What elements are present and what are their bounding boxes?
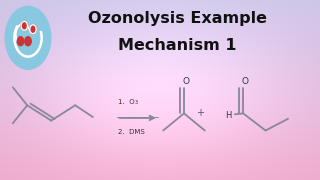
Text: H: H (226, 111, 232, 120)
Text: 2.  DMS: 2. DMS (118, 129, 145, 135)
Text: O: O (241, 76, 248, 86)
Text: +: + (196, 108, 204, 118)
Text: 1.  O: 1. O (118, 99, 135, 105)
Circle shape (25, 37, 31, 46)
Text: O: O (182, 76, 189, 86)
Circle shape (17, 37, 24, 46)
Text: 3: 3 (134, 100, 138, 105)
Circle shape (30, 25, 36, 34)
Text: Mechanism 1: Mechanism 1 (118, 38, 237, 53)
Circle shape (5, 6, 51, 69)
Circle shape (21, 21, 28, 30)
Text: Ozonolysis Example: Ozonolysis Example (88, 11, 267, 26)
